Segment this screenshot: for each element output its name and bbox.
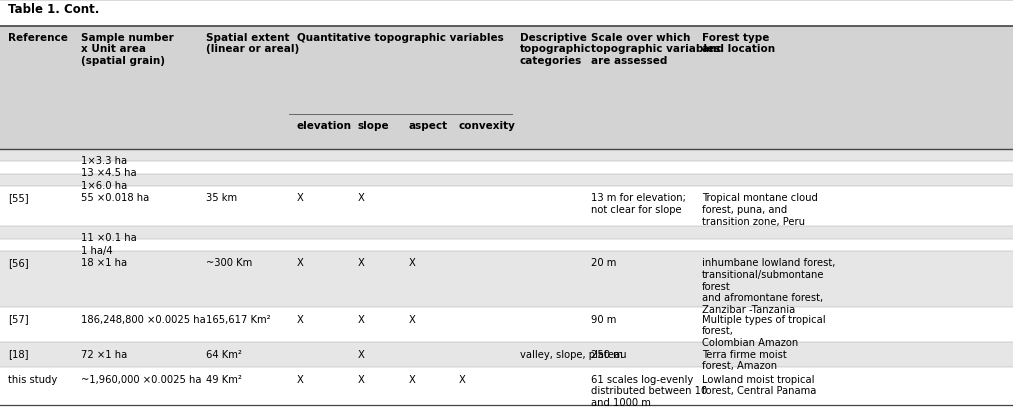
Text: 61 scales log-evenly
distributed between 10
and 1000 m: 61 scales log-evenly distributed between… <box>591 374 707 407</box>
Text: 55 ×0.018 ha: 55 ×0.018 ha <box>81 193 149 203</box>
Text: 11 ×0.1 ha: 11 ×0.1 ha <box>81 233 137 243</box>
Text: 18 ×1 ha: 18 ×1 ha <box>81 258 128 267</box>
Text: Spatial extent
(linear or areal): Spatial extent (linear or areal) <box>206 33 299 54</box>
Text: 90 m: 90 m <box>591 314 616 324</box>
Text: 13 ×4.5 ha: 13 ×4.5 ha <box>81 168 137 178</box>
Bar <box>0 252 1013 308</box>
Bar <box>0 308 1013 343</box>
Text: [18]: [18] <box>8 349 28 359</box>
Text: 186,248,800 ×0.0025 ha: 186,248,800 ×0.0025 ha <box>81 314 206 324</box>
Text: 1×3.3 ha: 1×3.3 ha <box>81 155 128 165</box>
Text: ~300 Km: ~300 Km <box>206 258 252 267</box>
Text: 20 m: 20 m <box>591 258 616 267</box>
Text: convexity: convexity <box>459 121 516 130</box>
Text: X: X <box>297 314 304 324</box>
Text: Lowland moist tropical
forest, Central Panama: Lowland moist tropical forest, Central P… <box>702 374 816 395</box>
Bar <box>0 187 1013 227</box>
Bar <box>0 227 1013 239</box>
Text: X: X <box>408 314 415 324</box>
Text: Quantitative topographic variables: Quantitative topographic variables <box>297 33 503 43</box>
Text: X: X <box>408 258 415 267</box>
Text: X: X <box>358 349 365 359</box>
Text: inhumbane lowland forest,
transitional/submontane
forest
and afromontane forest,: inhumbane lowland forest, transitional/s… <box>702 258 836 314</box>
Text: Reference: Reference <box>8 33 68 43</box>
Text: Terra firme moist
forest, Amazon: Terra firme moist forest, Amazon <box>702 349 787 370</box>
Text: [57]: [57] <box>8 314 28 324</box>
Text: Sample number
x Unit area
(spatial grain): Sample number x Unit area (spatial grain… <box>81 33 174 66</box>
Bar <box>0 239 1013 252</box>
Text: X: X <box>358 258 365 267</box>
Text: Descriptive
topographic
categories: Descriptive topographic categories <box>520 33 592 66</box>
Text: X: X <box>358 193 365 203</box>
Bar <box>0 343 1013 368</box>
Text: 64 Km²: 64 Km² <box>206 349 241 359</box>
Text: X: X <box>408 374 415 384</box>
Text: X: X <box>297 374 304 384</box>
Bar <box>0 0 1013 27</box>
Text: 49 Km²: 49 Km² <box>206 374 241 384</box>
Text: Forest type
and location: Forest type and location <box>702 33 775 54</box>
Bar <box>0 162 1013 174</box>
Text: X: X <box>297 258 304 267</box>
Text: X: X <box>459 374 466 384</box>
Text: 13 m for elevation;
not clear for slope: 13 m for elevation; not clear for slope <box>591 193 686 214</box>
Text: Tropical montane cloud
forest, puna, and
transition zone, Peru: Tropical montane cloud forest, puna, and… <box>702 193 817 226</box>
Bar <box>0 149 1013 162</box>
Text: 1×6.0 ha: 1×6.0 ha <box>81 180 128 190</box>
Text: 35 km: 35 km <box>206 193 237 203</box>
Text: X: X <box>358 314 365 324</box>
Text: X: X <box>358 374 365 384</box>
Bar <box>0 174 1013 187</box>
Text: Multiple types of tropical
forest,
Colombian Amazon: Multiple types of tropical forest, Colom… <box>702 314 826 347</box>
Text: [56]: [56] <box>8 258 28 267</box>
Text: slope: slope <box>358 121 389 130</box>
Text: elevation: elevation <box>297 121 352 130</box>
Text: Scale over which
topographic variables
are assessed: Scale over which topographic variables a… <box>591 33 720 66</box>
Text: Table 1. Cont.: Table 1. Cont. <box>8 3 99 16</box>
Bar <box>0 368 1013 405</box>
Text: valley, slope, plateau: valley, slope, plateau <box>520 349 626 359</box>
Text: 165,617 Km²: 165,617 Km² <box>206 314 270 324</box>
Bar <box>0 27 1013 149</box>
Text: X: X <box>297 193 304 203</box>
Text: 72 ×1 ha: 72 ×1 ha <box>81 349 128 359</box>
Text: aspect: aspect <box>408 121 448 130</box>
Text: this study: this study <box>8 374 58 384</box>
Text: [55]: [55] <box>8 193 28 203</box>
Text: 250 m: 250 m <box>591 349 622 359</box>
Text: ~1,960,000 ×0.0025 ha: ~1,960,000 ×0.0025 ha <box>81 374 202 384</box>
Text: 1 ha/4: 1 ha/4 <box>81 245 112 255</box>
